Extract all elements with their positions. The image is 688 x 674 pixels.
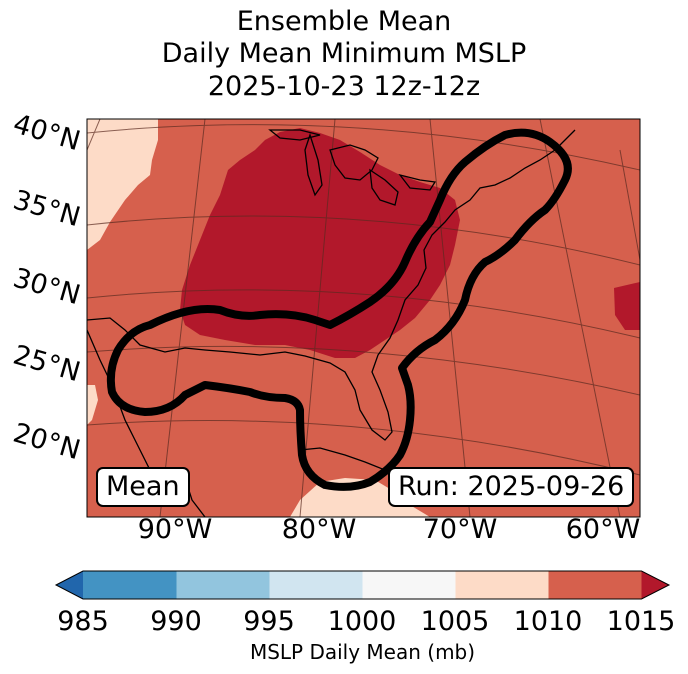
pressure-field-above-1015 [180,128,460,358]
colorbar [54,570,671,600]
title-line-3: 2025-10-23 12z-12z [207,71,481,102]
colorbar-bin-990-995 [176,571,270,599]
colorbar-tick: 985 [57,606,109,637]
lon-label-80w: 80°W [281,514,357,545]
colorbar-tick: 995 [243,606,295,637]
colorbar-extend-high [641,571,669,599]
colorbar-extend-low [56,571,83,599]
lon-label-60w: 60°W [565,514,641,545]
colorbar-bin-1005-1010 [455,571,549,599]
colorbar-bin-985-990 [83,571,177,599]
colorbar-tick: 1005 [420,606,490,637]
lon-label-70w: 70°W [422,514,498,545]
pressure-field-above-1015-east [614,282,640,330]
map-panel [87,119,640,517]
run-label: Run: 2025-09-26 [388,467,635,507]
colorbar-tick: 1010 [513,606,583,637]
title-line-2: Daily Mean Minimum MSLP [161,38,527,69]
lon-label-90w: 90°W [137,514,213,545]
pressure-field-1005-1010-nw [87,119,158,250]
colorbar-label: MSLP Daily Mean (mb) [249,640,476,664]
colorbar-tick: 1000 [327,606,397,637]
colorbar-bin-1010-1015 [548,571,642,599]
map-frame [86,118,641,518]
colorbar-bin-1000-1005 [362,571,456,599]
colorbar-tick: 990 [150,606,202,637]
mean-label: Mean [96,467,190,507]
ensemble-contour [106,128,572,491]
pressure-field-1005-1010-sw [87,385,98,425]
colorbar-bin-995-1000 [269,571,363,599]
colorbar-tick: 1015 [606,606,676,637]
title-line-1: Ensemble Mean [236,6,452,37]
